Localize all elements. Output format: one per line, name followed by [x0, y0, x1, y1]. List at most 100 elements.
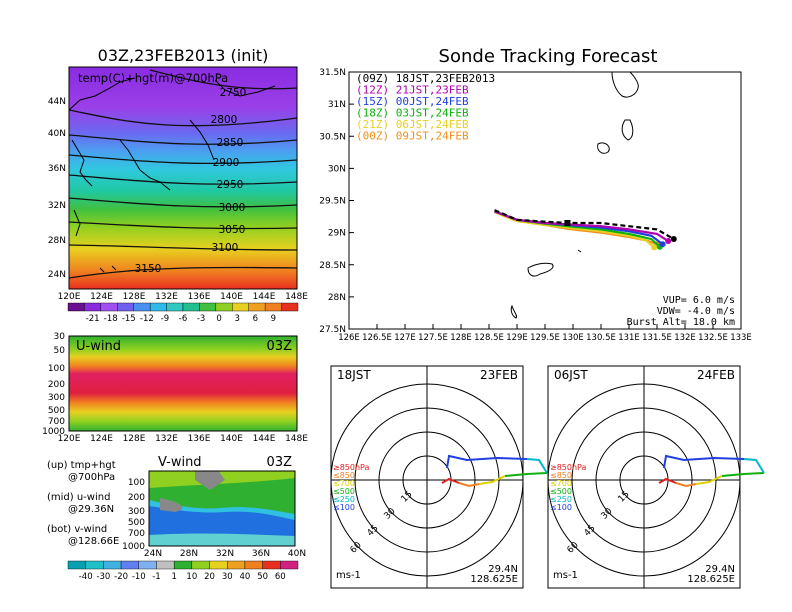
wind-colorbar-cell	[173, 560, 193, 570]
wind-colorbar-cell	[209, 560, 228, 570]
v-pressure-label: 300	[128, 507, 145, 517]
colorbar-cell	[232, 302, 249, 312]
note-sub: @29.36N	[68, 504, 114, 515]
wind-colorbar-label: -10	[132, 572, 146, 582]
wind-colorbar-label: 1	[171, 572, 176, 582]
contour-label: 2800	[211, 114, 238, 126]
y-tick-label: 30.5N	[319, 132, 346, 142]
u-wind-panel: U-wind 03Z	[68, 335, 298, 432]
u-lon-label: 140E	[220, 434, 243, 444]
colorbar-label: 6	[253, 314, 258, 324]
landing-point	[659, 241, 666, 248]
note-title: (bot) v-wind	[47, 524, 107, 535]
colorbar-cell	[264, 302, 282, 312]
legend-entry: (12Z) 21JST,23FEB	[356, 84, 469, 97]
y-tick-label: 28.5N	[319, 261, 346, 271]
landing-point	[670, 236, 677, 243]
u-lon-label: 132E	[155, 434, 178, 444]
contour-labels: 2750 2800 2850 2900 2950 3000 3050 3100 3150	[135, 87, 247, 275]
u-wind-title: U-wind	[76, 339, 121, 354]
track-line	[494, 211, 655, 249]
landing-point	[651, 244, 658, 251]
colorbar-cell	[199, 302, 217, 312]
map-title: 03Z,23FEB2013 (init)	[98, 46, 269, 65]
lon-label: 144E	[253, 292, 276, 302]
lon-label: 124E	[90, 292, 113, 302]
hodograph-unit: ms-1	[553, 570, 578, 581]
contour-label: 2850	[217, 137, 244, 149]
u-pressure-label: 1000	[42, 427, 65, 437]
colorbar-cell	[117, 302, 134, 312]
u-lon-label: 120E	[58, 434, 81, 444]
wind-colorbar-cell	[191, 560, 210, 570]
lat-label: 28N	[48, 236, 66, 246]
v-lat-label: 24N	[144, 549, 162, 559]
legend-entry: (18Z) 03JST,24FEB	[356, 107, 469, 120]
launch-marker	[564, 219, 571, 226]
wind-colorbar-label: -20	[114, 572, 128, 582]
colorbar-cell	[133, 302, 151, 312]
u-pressure-label: 100	[48, 364, 65, 374]
legend-entry: (21Z) 06JST,24FEB	[356, 118, 469, 131]
note-title: (up) tmp+hgt	[47, 460, 116, 471]
pressure-legend-entry: ≤850	[333, 471, 355, 480]
hodo-segment-700	[458, 482, 480, 488]
hodo-segment-250	[504, 472, 548, 477]
temperature-map	[69, 67, 297, 289]
track-y-labels: 31.5N 31N 30.5N 30N 29.5N 29N 28.5N 28N 27.5N	[319, 68, 354, 335]
wind-colorbar: -40 -30 -20 -10 -1 1 10 20 30 40 50 60	[67, 560, 299, 582]
contour-label: 3150	[135, 263, 162, 275]
colorbar-label: -9	[161, 314, 169, 324]
x-tick-label: 132E	[674, 333, 696, 343]
wind-colorbar-label: -40	[79, 572, 93, 582]
contour-label: 2900	[213, 157, 240, 169]
wind-colorbar-label: 60	[275, 572, 286, 582]
colorbar-label: -18	[104, 314, 118, 324]
contour-label: 2750	[220, 87, 247, 99]
islands	[510, 71, 639, 319]
lat-label: 44N	[48, 97, 66, 107]
x-tick-label: 131E	[618, 333, 640, 343]
x-tick-label: 126E	[338, 333, 360, 343]
map-label: temp(C)+hgt(m)@700hPa	[78, 71, 228, 85]
pressure-legend-entry: ≤100	[333, 503, 355, 512]
pressure-legend-entry: ≤700	[550, 479, 572, 488]
u-pressure-label: 300	[48, 393, 65, 403]
track-line	[494, 209, 675, 241]
colorbar-cell	[149, 302, 167, 312]
x-tick-label: 128E	[450, 333, 472, 343]
hodograph-time: 06JST	[554, 368, 588, 382]
hodograph-date: 24FEB	[697, 368, 735, 382]
track-x-labels: 126E 126.5E 127E 127.5E 128E 128.5E 129E 129.5E…	[338, 324, 752, 343]
hodograph-time: 18JST	[337, 368, 371, 382]
height-contours	[69, 69, 297, 279]
pressure-legend-entry: ≤100	[550, 503, 572, 512]
wind-colorbar-label: 50	[257, 572, 268, 582]
colorbar-label: -3	[197, 314, 205, 324]
y-tick-label: 27.5N	[319, 325, 346, 335]
wind-colorbar-cell	[85, 560, 104, 570]
v-wind-lat-labels: 24N 28N 32N 36N 40N	[144, 549, 306, 559]
v-pressure-label: 500	[128, 518, 145, 528]
colorbar-label: -15	[122, 314, 136, 324]
colorbar-label: 0	[216, 314, 221, 324]
v-lat-label: 32N	[216, 549, 234, 559]
colorbar-cell	[67, 302, 85, 312]
note-title: (mid) u-wind	[47, 492, 110, 503]
contour-label: 3050	[219, 224, 246, 236]
colorbar-cell	[84, 302, 102, 312]
wind-colorbar-label: -30	[96, 572, 110, 582]
colorbar-label: -21	[86, 314, 100, 324]
x-tick-label: 129E	[506, 333, 528, 343]
legend-entry: (00Z) 09JST,24FEB	[356, 130, 469, 143]
v-lat-label: 28N	[180, 549, 198, 559]
map-lon-labels: 120E 124E 128E 132E 136E 140E 144E 148E	[58, 292, 309, 302]
colorbar-label: -6	[179, 314, 187, 324]
track-param: VUP= 6.0 m/s	[663, 295, 735, 306]
lat-label: 32N	[48, 201, 66, 211]
x-tick-label: 133E	[730, 333, 752, 343]
lon-label: 136E	[188, 292, 211, 302]
pressure-legend-entry: ≤700	[333, 479, 355, 488]
